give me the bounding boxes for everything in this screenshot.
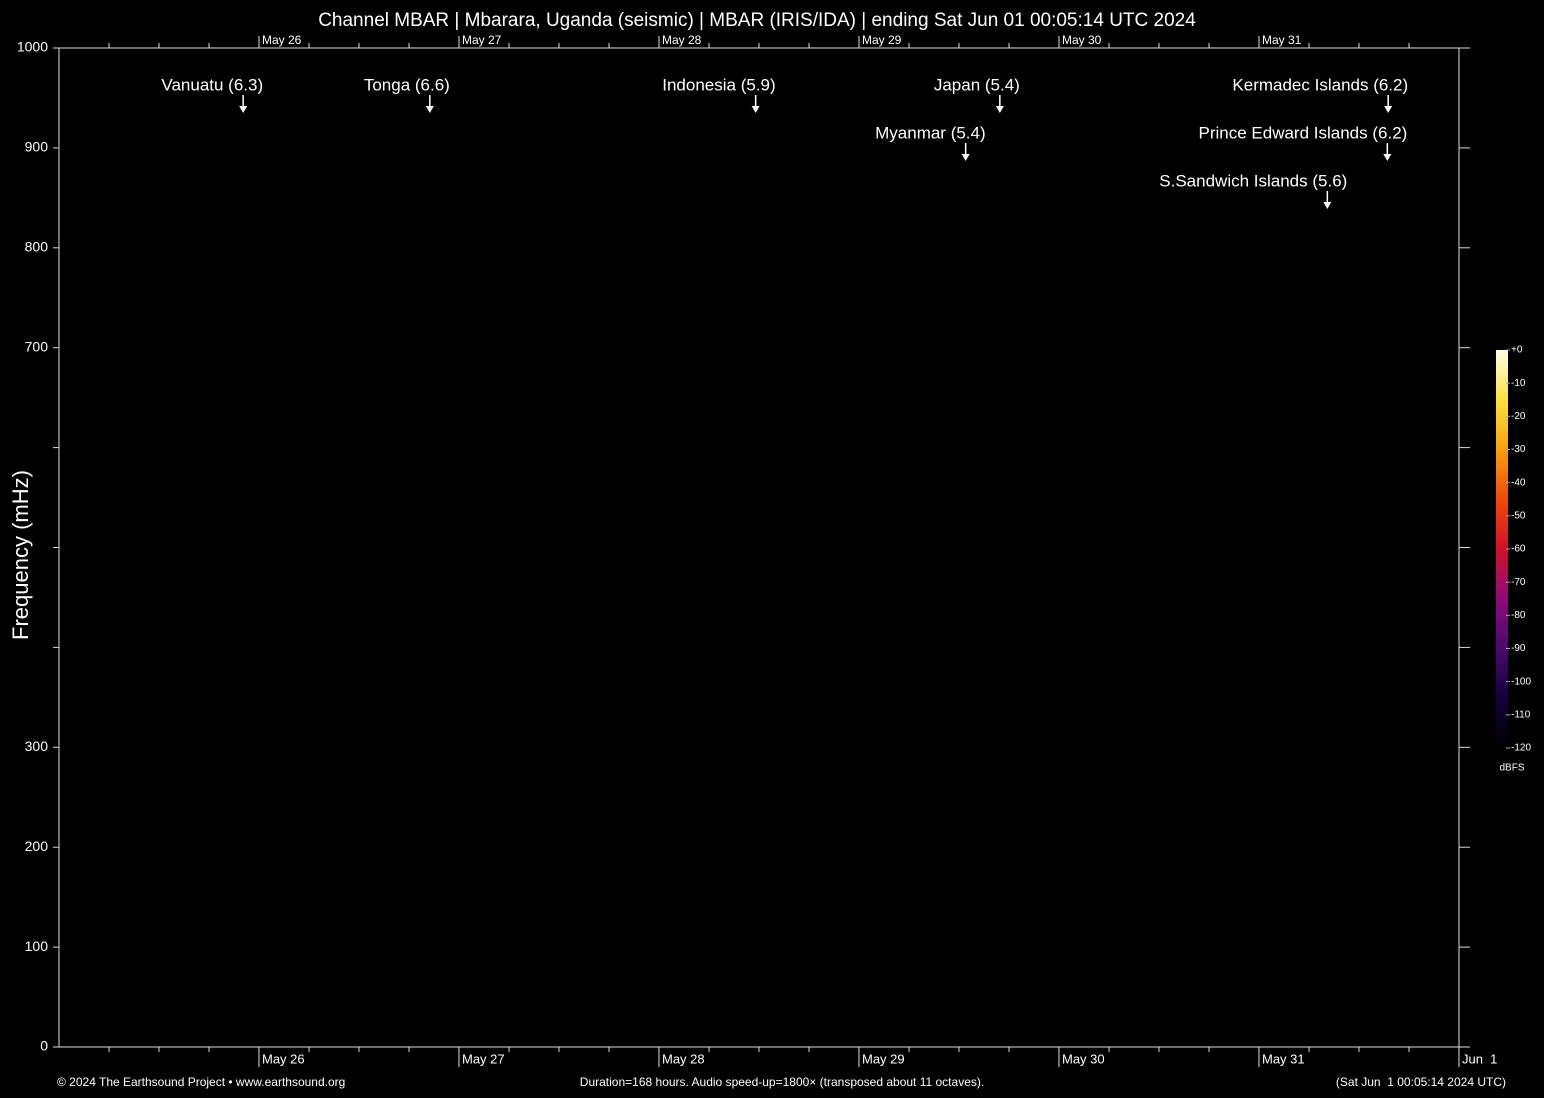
event-label: Prince Edward Islands (6.2) xyxy=(1199,123,1408,142)
footer-right: (Sat Jun 1 00:05:14 2024 UTC) xyxy=(1336,1075,1506,1089)
event-arrowhead xyxy=(961,154,970,161)
event-label: Japan (5.4) xyxy=(934,75,1020,94)
event-arrowhead xyxy=(1384,106,1393,113)
x-tick-label: May 30 xyxy=(1062,1051,1105,1066)
colorbar-tick-label: -30 xyxy=(1511,444,1526,455)
event-label: Myanmar (5.4) xyxy=(875,123,986,142)
colorbar-tick-label: -90 xyxy=(1511,643,1526,654)
y-tick-label: 300 xyxy=(25,738,49,754)
colorbar-tick-label: -10 xyxy=(1511,378,1526,389)
x-tick-label: May 29 xyxy=(862,1051,905,1066)
y-tick-label: 1000 xyxy=(17,39,48,55)
x-tick-label: May 28 xyxy=(662,1051,705,1066)
colorbar-tick-label: -70 xyxy=(1511,577,1526,588)
y-tick-label: 700 xyxy=(25,338,49,354)
event-label: Tonga (6.6) xyxy=(364,75,450,94)
colorbar-tick-label: -50 xyxy=(1511,510,1526,521)
colorbar-tick-label: -80 xyxy=(1511,610,1526,621)
y-tick-label: 900 xyxy=(25,139,49,155)
x-tick-label-top: May 26 xyxy=(262,33,302,47)
x-tick-label-top: May 29 xyxy=(862,33,902,47)
footer-left: © 2024 The Earthsound Project • www.eart… xyxy=(57,1075,345,1089)
y-tick-label: 100 xyxy=(25,938,49,954)
x-tick-label-top: May 28 xyxy=(662,33,702,47)
event-label: Vanuatu (6.3) xyxy=(161,75,263,94)
event-arrowhead xyxy=(425,106,434,113)
spectrogram-area xyxy=(59,48,1459,1047)
event-arrowhead xyxy=(239,106,248,113)
x-tick-label-top: May 27 xyxy=(462,33,502,47)
x-tick-label-top: May 30 xyxy=(1062,33,1102,47)
event-arrowhead xyxy=(1323,202,1332,209)
event-label: Kermadec Islands (6.2) xyxy=(1232,75,1408,94)
footer-center: Duration=168 hours. Audio speed-up=1800×… xyxy=(580,1075,984,1089)
colorbar-tick-label: -60 xyxy=(1511,544,1526,555)
colorbar-tick-label: -120 xyxy=(1511,743,1531,754)
event-label: S.Sandwich Islands (5.6) xyxy=(1159,171,1347,190)
colorbar-tick-label: -110 xyxy=(1511,709,1531,720)
y-tick-label: 200 xyxy=(25,838,49,854)
event-arrowhead xyxy=(751,106,760,113)
colorbar-tick-label: -20 xyxy=(1511,411,1526,422)
chart-title: Channel MBAR | Mbarara, Uganda (seismic)… xyxy=(318,10,1196,31)
y-tick-label: 0 xyxy=(40,1038,48,1054)
y-axis-label: Frequency (mHz) xyxy=(8,470,33,640)
event-label: Indonesia (5.9) xyxy=(662,75,775,94)
x-tick-label: May 31 xyxy=(1262,1051,1305,1066)
x-tick-label: Jun 1 xyxy=(1462,1051,1497,1066)
colorbar-label: dBFS xyxy=(1499,763,1524,774)
event-arrowhead xyxy=(995,106,1004,113)
colorbar-tick-label: -100 xyxy=(1511,676,1531,687)
x-tick-label-top: May 31 xyxy=(1262,33,1302,47)
y-tick-label: 800 xyxy=(25,239,49,255)
x-tick-label: May 27 xyxy=(462,1051,505,1066)
x-tick-label: May 26 xyxy=(262,1051,305,1066)
colorbar-tick-label: -40 xyxy=(1511,477,1526,488)
colorbar-tick-label: +0 xyxy=(1511,345,1523,356)
event-arrowhead xyxy=(1383,154,1392,161)
colorbar xyxy=(1496,350,1508,748)
